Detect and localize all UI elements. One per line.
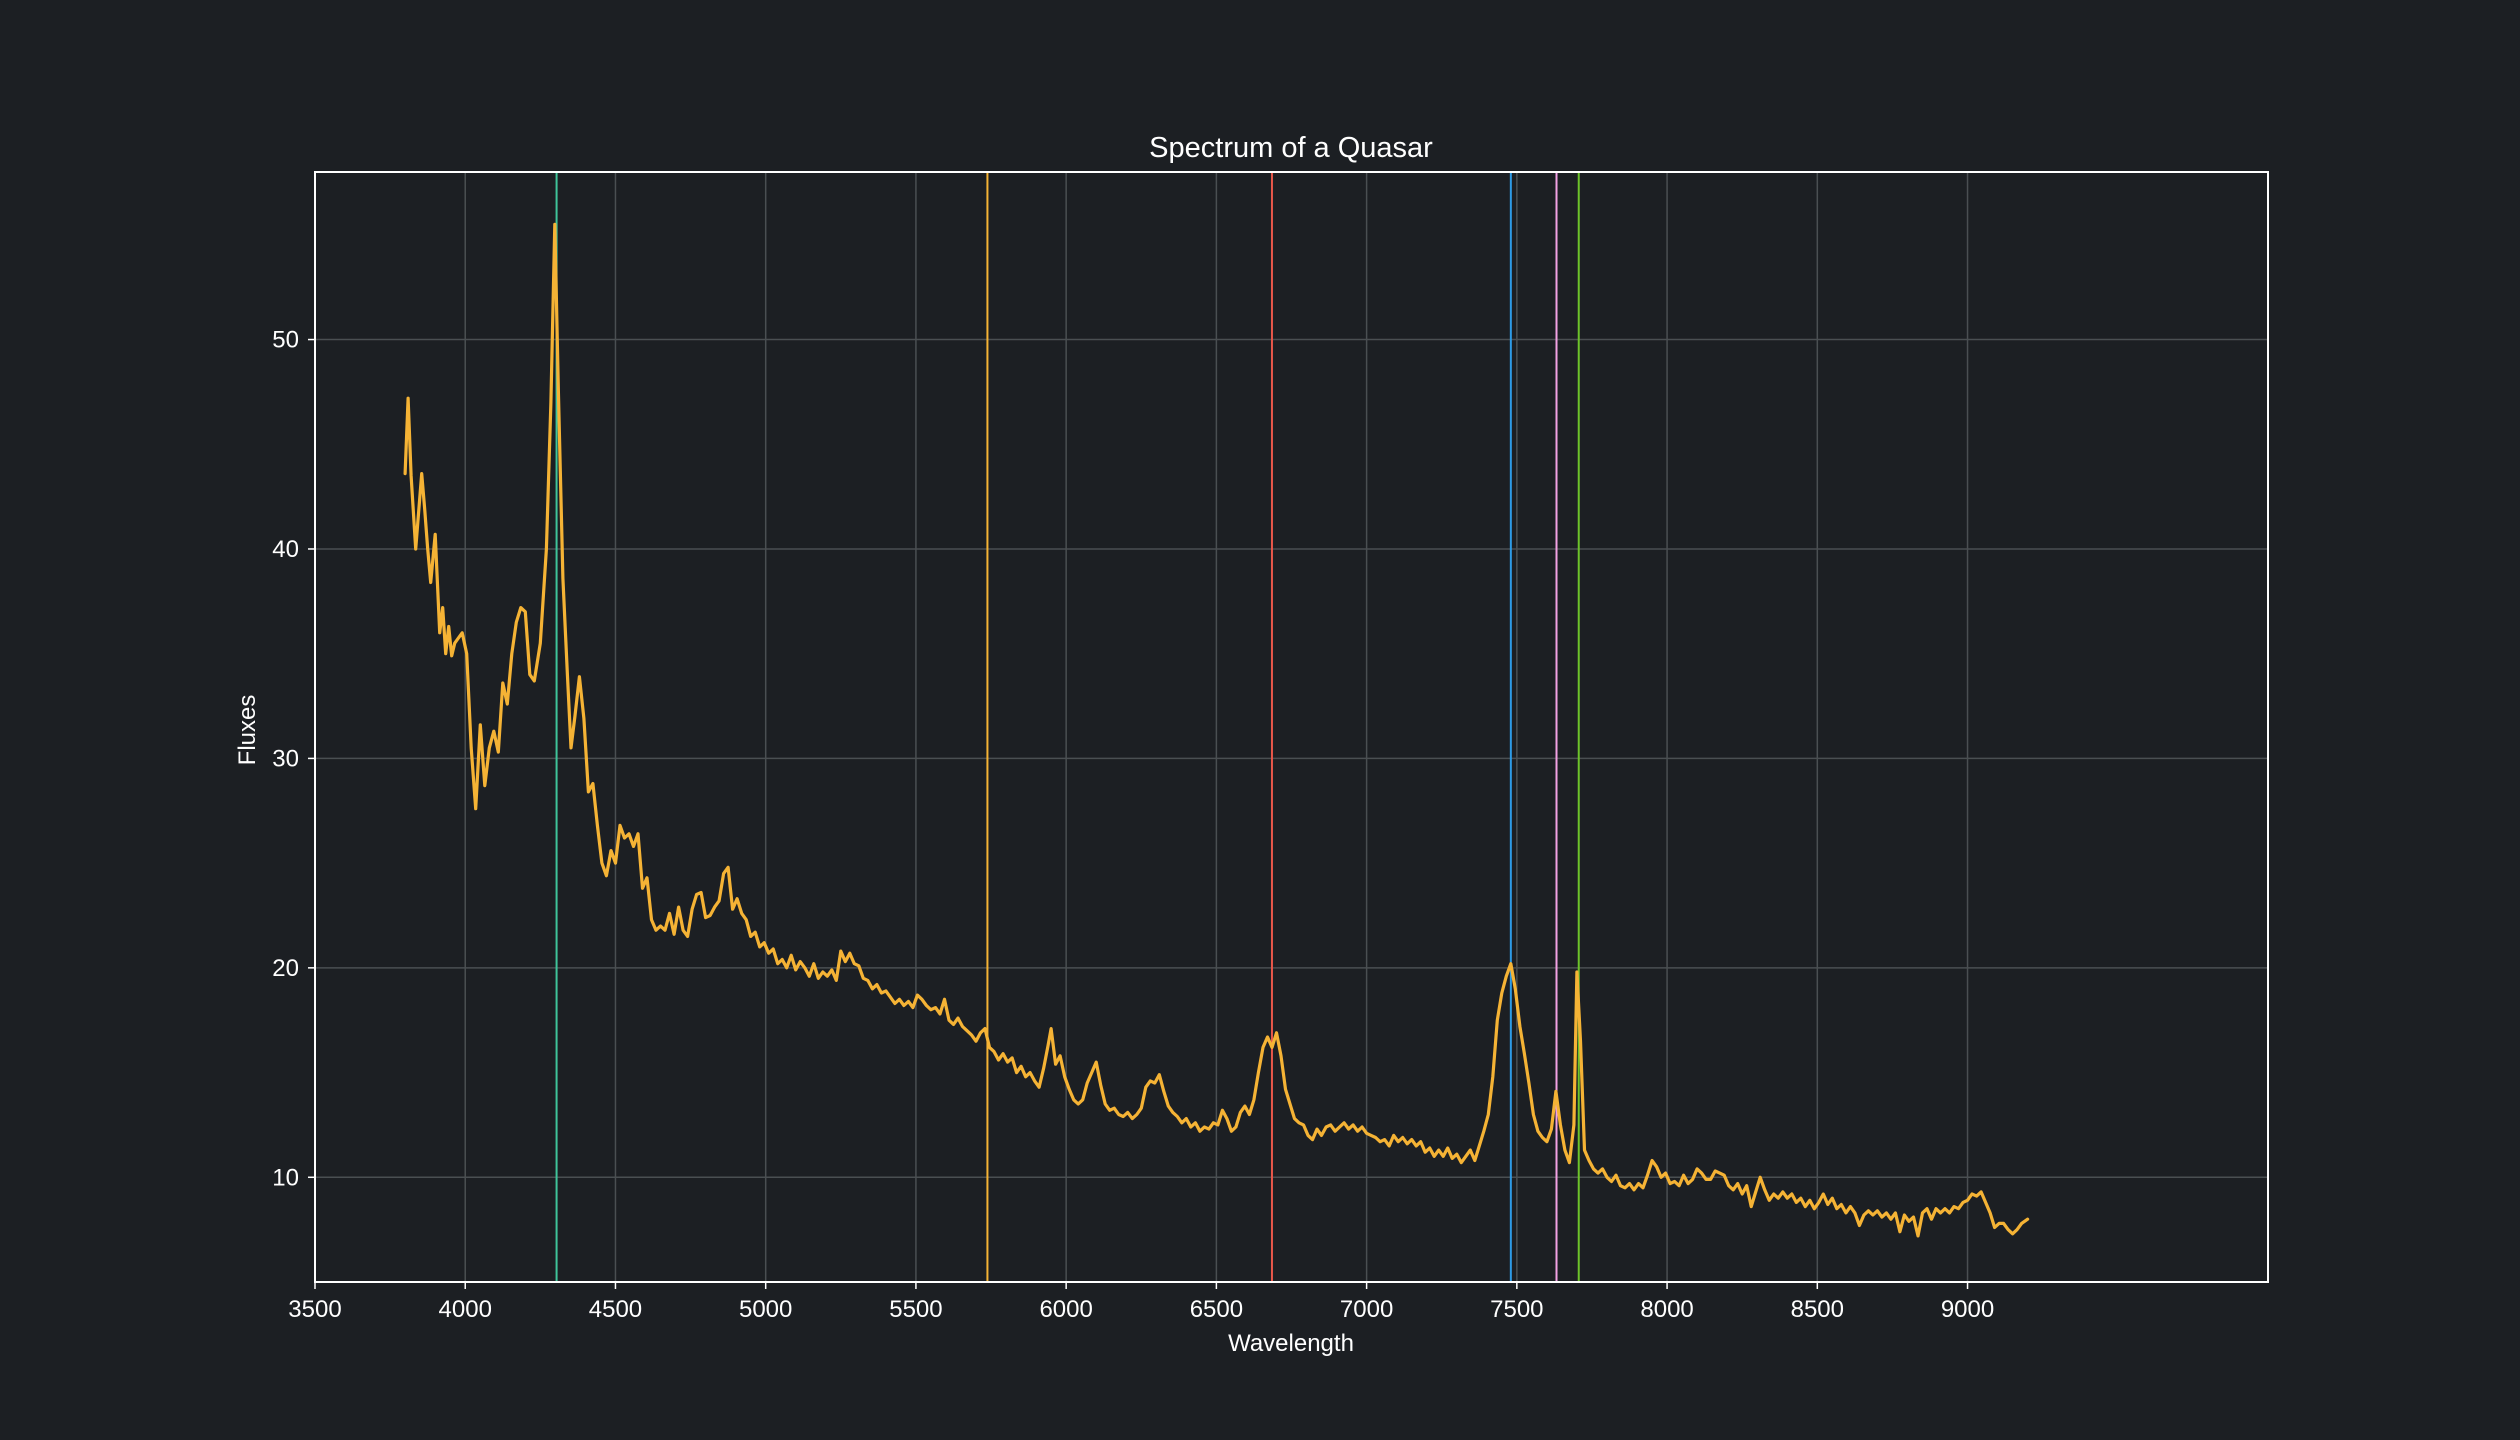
x-tick-label: 4500	[589, 1296, 642, 1323]
y-tick-label: 30	[272, 745, 299, 772]
x-tick-label: 7500	[1490, 1296, 1543, 1323]
y-axis-ticks: 10 20 30 40 50	[272, 327, 315, 1191]
x-axis-label: Wavelength	[1228, 1330, 1354, 1357]
y-tick-label: 50	[272, 327, 299, 354]
x-tick-label: 8500	[1791, 1296, 1844, 1323]
y-tick-label: 20	[272, 955, 299, 982]
y-tick-label: 40	[272, 536, 299, 563]
x-tick-label: 7000	[1340, 1296, 1393, 1323]
y-tick-label: 10	[272, 1164, 299, 1191]
spectrum-line	[403, 222, 2030, 1238]
x-tick-label: 6500	[1190, 1296, 1243, 1323]
chart-title: Spectrum of a Quasar	[1149, 132, 1433, 164]
x-tick-label: 4000	[439, 1296, 492, 1323]
plot-frame	[314, 171, 2269, 1283]
grid	[314, 172, 2268, 1282]
y-axis-label: Fluxes	[234, 695, 261, 766]
x-tick-label: 3500	[288, 1296, 341, 1323]
x-tick-label: 8000	[1640, 1296, 1693, 1323]
x-tick-label: 9000	[1941, 1296, 1994, 1323]
x-tick-label: 5500	[889, 1296, 942, 1323]
x-axis-ticks: 3500 4000 4500 5000 5500 6000 6500 7000 7500 8000…	[288, 1282, 1994, 1323]
spectrum-series	[403, 222, 2030, 1238]
x-tick-label: 5000	[739, 1296, 792, 1323]
x-tick-label: 6000	[1039, 1296, 1092, 1323]
